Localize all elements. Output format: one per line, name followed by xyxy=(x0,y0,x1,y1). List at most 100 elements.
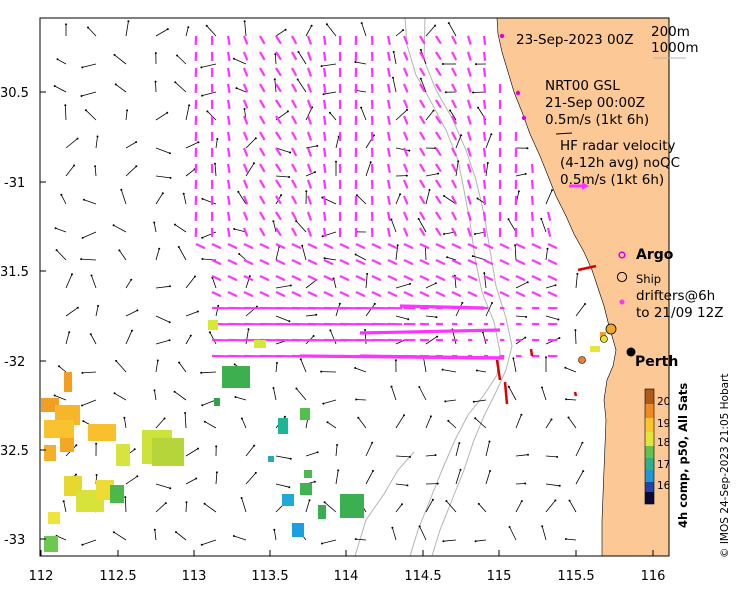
model-arrow xyxy=(185,276,196,289)
model-arrow-head xyxy=(310,24,313,27)
model-arrow xyxy=(395,147,410,151)
radar-arrow xyxy=(371,259,382,266)
radar-arrow xyxy=(226,163,231,174)
model-arrow xyxy=(57,58,67,65)
radar-arrow xyxy=(306,115,313,125)
model-arrow xyxy=(176,55,187,65)
model-arrow xyxy=(185,105,190,121)
model-arrow xyxy=(273,529,277,541)
model-arrow xyxy=(241,497,247,513)
model-arrow xyxy=(447,256,457,261)
model-arrow-head xyxy=(328,111,331,114)
model-arrow xyxy=(455,443,460,457)
model-arrow xyxy=(545,248,548,261)
model-arrow-head xyxy=(197,141,200,144)
radar-arrow xyxy=(466,51,472,61)
model-arrow-head xyxy=(541,525,544,528)
model-arrow-head xyxy=(474,233,476,235)
model-arrow-head xyxy=(321,196,324,199)
lat-tick-label: -32 xyxy=(4,355,25,370)
model-arrow xyxy=(540,218,547,233)
model-arrow xyxy=(113,531,127,541)
model-arrow xyxy=(443,195,457,205)
model-arrow-head xyxy=(556,455,559,458)
model-arrow xyxy=(569,500,577,513)
radar-arrow xyxy=(435,179,442,189)
model-arrow xyxy=(365,303,376,317)
model-arrow xyxy=(514,245,517,261)
model-arrow xyxy=(575,303,586,317)
radar-arrow xyxy=(226,211,231,222)
model-arrow xyxy=(425,336,438,345)
radar-arrow xyxy=(226,67,231,78)
radar-arrow xyxy=(259,291,270,298)
radar-arrow xyxy=(243,291,254,298)
model-arrow xyxy=(81,91,97,97)
radar-arrow xyxy=(306,35,313,45)
radar-arrow xyxy=(499,275,510,282)
model-arrow-head xyxy=(118,249,121,252)
model-arrow xyxy=(355,61,367,65)
model-arrow-head xyxy=(131,329,133,332)
radar-arrow xyxy=(323,243,334,250)
model-arrow-head xyxy=(517,190,520,193)
model-arrow-head xyxy=(81,66,84,69)
model-arrow-head xyxy=(166,28,169,31)
radar-arrow xyxy=(466,195,472,205)
model-arrow-head xyxy=(168,152,171,155)
radar-arrow xyxy=(243,259,254,266)
model-arrow-head xyxy=(243,20,246,23)
model-arrow xyxy=(209,332,217,345)
model-arrow-head xyxy=(373,302,376,305)
lat-tick-label: 32.5 xyxy=(0,444,29,459)
radar-arrow xyxy=(259,163,266,173)
model-arrow xyxy=(244,21,247,37)
model-arrow xyxy=(125,110,128,121)
model-arrow xyxy=(56,535,67,541)
model-arrow xyxy=(455,161,459,177)
model-arrow-head xyxy=(360,22,363,25)
model-arrow-head xyxy=(55,249,58,252)
colorbar-tick: 20 xyxy=(657,396,670,408)
radar-arrow xyxy=(435,243,446,250)
radar-arrow xyxy=(307,275,318,282)
model-arrow xyxy=(321,63,337,67)
model-arrow xyxy=(395,339,405,345)
radar-arrow xyxy=(306,83,313,93)
model-arrow xyxy=(82,371,97,374)
model-arrow-head xyxy=(429,415,432,418)
radar-arrow xyxy=(291,83,298,93)
model-arrow-head xyxy=(194,275,196,278)
model-arrow-head xyxy=(406,484,409,487)
colorbar-tick: 18 xyxy=(657,437,670,449)
lon-tick-label: 113 xyxy=(182,569,207,584)
model-arrow-head xyxy=(297,51,300,53)
lon-tick-label: 116 xyxy=(641,569,666,584)
radar-arrow xyxy=(531,275,542,282)
radar-arrow xyxy=(386,99,391,110)
model-arrow-head xyxy=(314,171,316,174)
radar-arrow xyxy=(435,51,442,61)
model-arrow xyxy=(125,330,133,345)
model-arrow-head xyxy=(120,188,123,191)
model-arrow xyxy=(425,315,437,318)
hf-radar-velocity-arrows xyxy=(194,35,558,360)
model-arrow-head xyxy=(308,499,311,502)
model-arrow xyxy=(355,90,367,93)
model-arrow-head xyxy=(136,475,139,478)
model-arrow-head xyxy=(75,444,78,447)
argo-legend-marker xyxy=(618,251,626,259)
radar-arrow xyxy=(435,211,442,221)
model-arrow xyxy=(155,339,170,345)
model-arrow-head xyxy=(200,371,203,374)
radar-arrow xyxy=(306,51,313,61)
model-arrow-head xyxy=(444,91,447,94)
radar-arrow xyxy=(291,67,298,77)
model-arrow-head xyxy=(73,164,76,167)
radar-arrow xyxy=(243,275,254,282)
radar-arrow xyxy=(402,67,409,77)
model-arrow xyxy=(114,54,127,65)
radar-arrow xyxy=(530,195,534,206)
model-arrow-head xyxy=(217,304,220,307)
model-arrow xyxy=(234,228,247,233)
